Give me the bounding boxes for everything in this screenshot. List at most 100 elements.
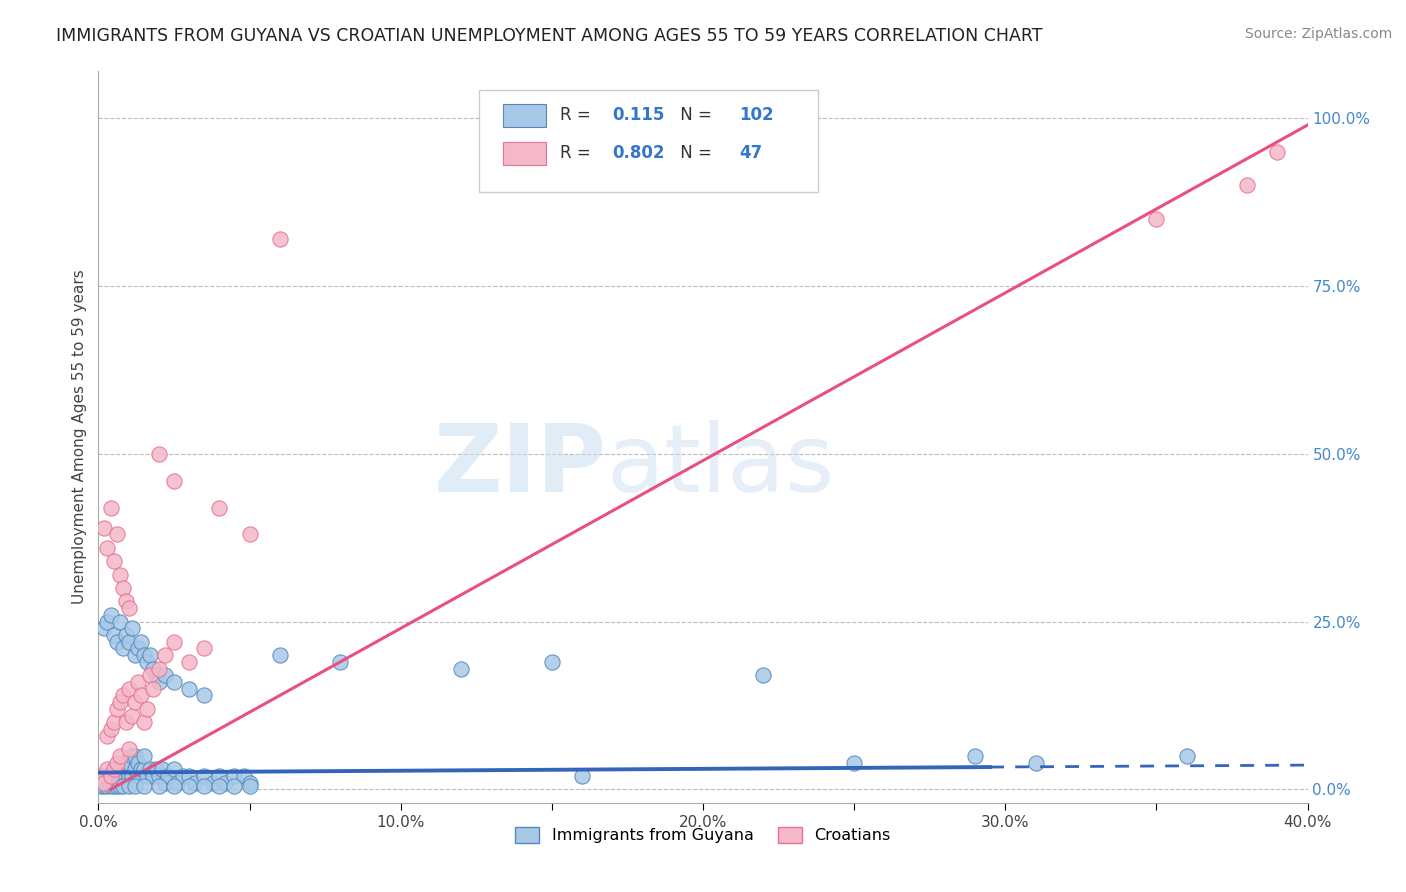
Point [193,779,215,793]
Point [96,729,118,743]
Y-axis label: Unemployment Among Ages 55 to 59 years: Unemployment Among Ages 55 to 59 years [72,269,87,605]
Point [224,769,246,783]
Point [172,769,194,783]
FancyBboxPatch shape [503,103,546,127]
Point [111,756,134,770]
Point [103,762,125,776]
Text: atlas: atlas [606,420,835,512]
Point [121,769,143,783]
Point [93,621,115,635]
Point [153,775,176,789]
Point [105,756,128,770]
Point [148,447,170,461]
Point [127,756,149,770]
Point [1024,756,1046,770]
Point [103,554,125,568]
FancyBboxPatch shape [503,142,546,165]
Point [163,762,186,776]
Point [96,769,118,783]
Point [269,232,291,246]
Point [114,628,136,642]
Text: ZIP: ZIP [433,420,606,512]
Text: 0.802: 0.802 [613,145,665,162]
Point [269,648,291,662]
Point [111,641,134,656]
Point [239,775,262,789]
Point [93,779,115,793]
Point [193,689,215,703]
Point [571,769,593,783]
Point [114,762,136,776]
Point [142,662,165,676]
Point [179,681,201,696]
Point [232,769,254,783]
Point [93,769,115,783]
FancyBboxPatch shape [479,90,818,192]
Point [129,634,152,648]
Point [139,648,162,662]
Point [103,715,125,730]
Point [148,779,170,793]
Point [965,748,987,763]
Point [193,641,215,656]
Point [93,775,115,789]
Point [124,695,146,709]
Point [108,769,131,783]
Point [208,779,231,793]
Point [111,769,134,783]
Point [166,775,188,789]
Point [148,662,170,676]
Point [90,775,112,789]
Point [118,681,141,696]
Point [540,655,562,669]
Point [208,769,231,783]
Point [239,527,262,541]
Point [450,662,472,676]
Point [96,779,118,793]
Point [1236,178,1258,193]
Point [96,541,118,555]
Point [90,769,112,783]
Point [132,748,155,763]
Point [108,615,131,629]
Point [148,675,170,690]
Point [111,581,134,595]
Point [114,715,136,730]
Point [148,769,170,783]
Text: N =: N = [675,145,717,162]
Point [150,762,173,776]
Point [108,779,131,793]
Point [127,675,149,690]
Point [1175,748,1198,763]
Point [163,675,186,690]
Point [121,621,143,635]
Point [163,634,186,648]
Point [105,634,128,648]
Point [96,762,118,776]
Point [93,775,115,789]
Point [132,648,155,662]
Point [129,762,152,776]
Point [184,775,207,789]
Text: N =: N = [675,106,717,124]
Point [135,769,157,783]
Point [105,775,128,789]
Point [127,641,149,656]
Point [100,769,122,783]
Point [114,756,136,770]
Point [103,762,125,776]
Point [139,668,162,682]
Point [118,634,141,648]
Point [103,769,125,783]
Text: Source: ZipAtlas.com: Source: ZipAtlas.com [1244,27,1392,41]
Text: R =: R = [561,106,596,124]
Point [179,769,201,783]
Point [179,779,201,793]
Point [118,601,141,615]
Point [135,702,157,716]
Point [153,668,176,682]
Point [103,779,125,793]
Point [129,689,152,703]
Point [100,775,122,789]
Point [139,762,162,776]
